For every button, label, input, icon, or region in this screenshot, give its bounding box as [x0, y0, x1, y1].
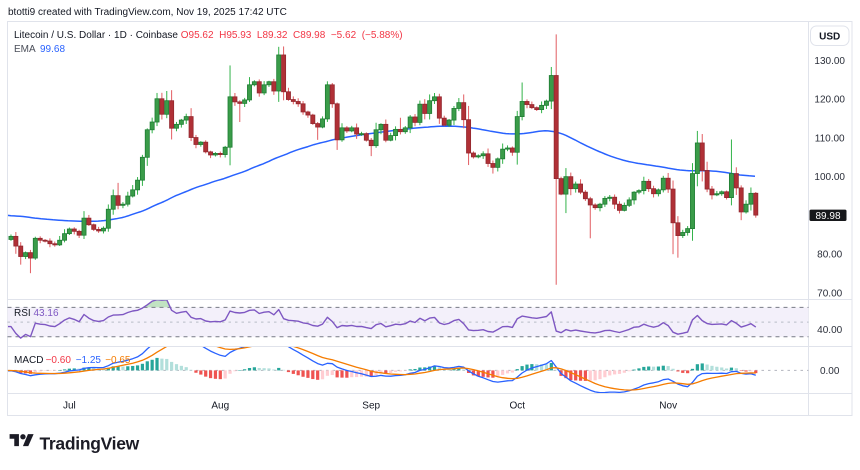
svg-text:TradingView: TradingView: [40, 434, 140, 454]
svg-text:70.00: 70.00: [817, 288, 842, 299]
svg-text:80.00: 80.00: [817, 250, 842, 261]
svg-text:btotti9 created with TradingVi: btotti9 created with TradingView.com, No…: [8, 7, 287, 18]
svg-text:40.00: 40.00: [817, 325, 842, 336]
svg-text:Aug: Aug: [211, 401, 229, 412]
svg-text:100.00: 100.00: [814, 172, 845, 183]
svg-text:Oct: Oct: [510, 401, 526, 412]
svg-text:USD: USD: [819, 32, 840, 43]
svg-text:130.00: 130.00: [814, 56, 845, 67]
svg-text:120.00: 120.00: [814, 95, 845, 106]
svg-text:Sep: Sep: [362, 401, 380, 412]
svg-text:Nov: Nov: [659, 401, 677, 412]
svg-text:0.00: 0.00: [820, 366, 840, 377]
svg-text:Jul: Jul: [63, 401, 76, 412]
svg-text:89.98: 89.98: [815, 211, 840, 222]
svg-text:Litecoin / U.S. Dollar · 1D ·: Litecoin / U.S. Dollar · 1D · Coinbase O…: [14, 30, 403, 41]
svg-text:110.00: 110.00: [815, 133, 845, 144]
